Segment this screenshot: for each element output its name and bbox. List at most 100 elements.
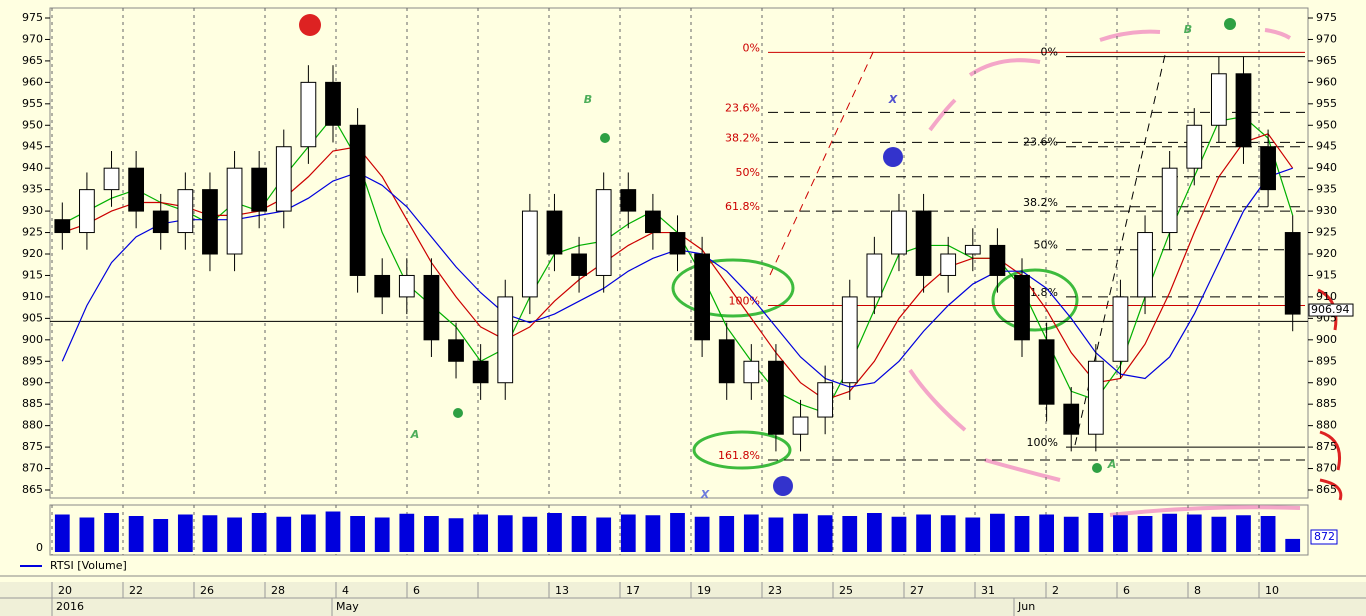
y-tick-label: 875 (1316, 440, 1337, 453)
candle-body (1186, 124, 1203, 169)
volume-bar (1088, 513, 1104, 552)
dot (1092, 463, 1102, 473)
y-tick-label: 955 (22, 97, 43, 110)
volume-bar (891, 516, 907, 552)
y-tick-label: 880 (1316, 419, 1337, 432)
volume-bar (1285, 538, 1301, 552)
x-tick-label: 6 (1123, 584, 1130, 597)
y-tick-label: 910 (1316, 290, 1337, 303)
x-tick-label: 25 (839, 584, 853, 597)
x-tick-label: 4 (342, 584, 349, 597)
candle-body (915, 210, 932, 276)
x-tick-label: 23 (768, 584, 782, 597)
y-tick-label: 895 (1316, 354, 1337, 367)
x-tick-label: 10 (1265, 584, 1279, 597)
candle-body (398, 274, 415, 298)
candle-body (177, 189, 194, 234)
volume-bar (251, 513, 267, 552)
y-tick-label: 965 (1316, 54, 1337, 67)
candle-body (1284, 232, 1301, 315)
y-tick-label: 885 (22, 397, 43, 410)
volume-bar (177, 514, 193, 552)
fib-label: 38.2% (725, 131, 760, 144)
y-tick-label: 920 (22, 247, 43, 260)
fib-label: 0% (1041, 46, 1058, 59)
y-tick-label: 920 (1316, 247, 1337, 260)
circle-drawing (671, 258, 795, 318)
x-tick-label: 2 (1052, 584, 1059, 597)
volume-bar (645, 515, 661, 552)
dot (773, 476, 793, 496)
volume-bar (768, 517, 784, 552)
fib-label: 23.6% (1023, 136, 1058, 149)
volume-bar (276, 516, 292, 552)
volume-bar (1113, 515, 1128, 552)
x-tick-label: 27 (910, 584, 924, 597)
y-tick-label: 875 (22, 440, 43, 453)
volume-bar (1039, 514, 1054, 552)
x-tick-label-2: 2016 (56, 600, 84, 613)
y-tick-label: 940 (1316, 161, 1337, 174)
dot (883, 147, 903, 167)
fib-label: 23.6% (725, 101, 760, 114)
volume-bar (620, 514, 636, 552)
candle-body (349, 124, 366, 276)
candle-body (300, 81, 317, 148)
candle-body (792, 416, 809, 435)
volume-bar (54, 514, 70, 552)
fib-label: 100% (1027, 436, 1058, 449)
candle-body (1038, 339, 1055, 405)
volume-bar (153, 519, 169, 552)
volume-bar (1236, 515, 1251, 552)
candle-body (1137, 232, 1153, 298)
volume-bar (596, 517, 612, 552)
candle-body (546, 210, 563, 255)
volume-bar (325, 511, 341, 552)
volume-bar (128, 516, 144, 552)
price-panel (49, 7, 1309, 499)
volume-bar (424, 516, 439, 552)
y-tick-label: 935 (22, 183, 43, 196)
candle-body (1087, 360, 1104, 435)
x-tick-label: 6 (413, 584, 420, 597)
volume-bar (817, 515, 833, 552)
y-tick-label: 960 (1316, 75, 1337, 88)
candle-body (1014, 274, 1030, 341)
candle-body (669, 232, 686, 255)
y-tick-label: 910 (22, 290, 43, 303)
volume-bar (104, 513, 119, 552)
fib-label: 50% (1034, 239, 1058, 252)
volume-bar (350, 516, 365, 552)
handwritten-annotation: X (700, 488, 710, 501)
circle-drawing (991, 268, 1079, 332)
x-tick-label: 8 (1194, 584, 1201, 597)
x-tick-label-2: May (336, 600, 359, 613)
y-tick-label: 935 (1316, 183, 1337, 196)
handwritten-annotation: A (410, 428, 420, 441)
y-tick-label: 865 (22, 483, 43, 496)
x-tick-label: 22 (129, 584, 143, 597)
volume-bar (743, 514, 759, 552)
x-tick-label: 13 (555, 584, 569, 597)
volume-bar (301, 514, 316, 552)
candle-body (152, 210, 169, 234)
volume-bar (1014, 516, 1030, 552)
handwritten-annotation: A (1107, 458, 1117, 471)
candle-body (54, 219, 71, 234)
y-tick-label: 915 (22, 268, 43, 281)
pen-scribble (908, 28, 1301, 517)
volume-bar (374, 517, 390, 552)
y-tick-label: 925 (1316, 226, 1337, 239)
y-tick-label: 905 (22, 311, 43, 324)
y-tick-label: 940 (22, 161, 43, 174)
candle-body (472, 360, 489, 384)
candle-body (620, 189, 637, 212)
fib-label: 61.8% (725, 200, 760, 213)
candle-body (1260, 146, 1276, 191)
y-tick-label: 865 (1316, 483, 1337, 496)
volume-bar (1186, 514, 1202, 552)
volume-bar (1211, 516, 1227, 552)
candle-body (128, 167, 145, 212)
volume-last-label: 872 (1314, 530, 1335, 543)
